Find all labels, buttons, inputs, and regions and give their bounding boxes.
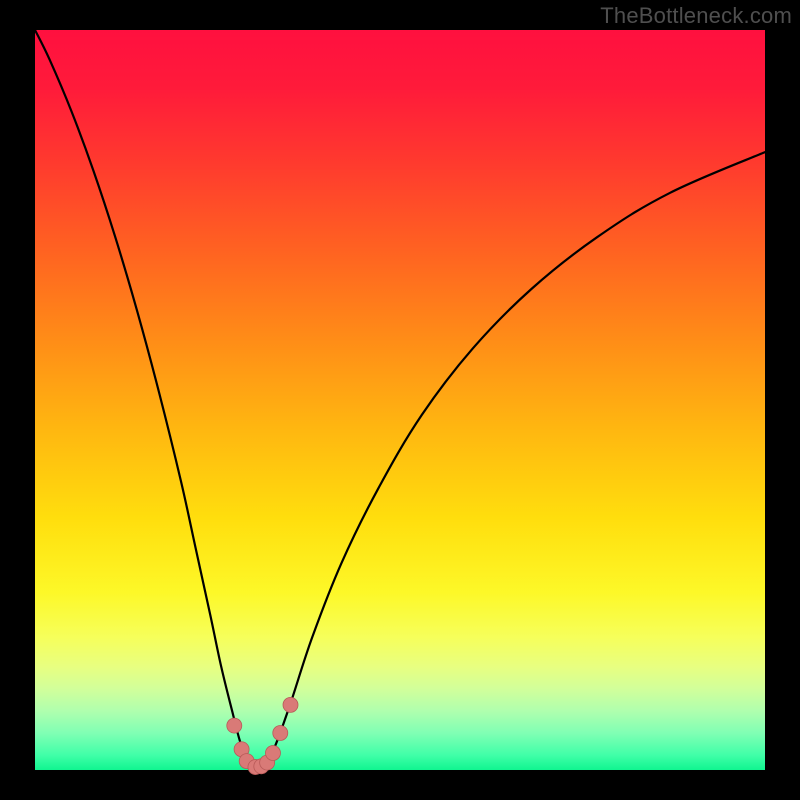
data-marker: [227, 718, 242, 733]
chart-svg: [0, 0, 800, 800]
watermark-text: TheBottleneck.com: [600, 3, 792, 29]
plot-gradient-background: [35, 30, 765, 770]
data-marker: [273, 726, 288, 741]
data-marker: [265, 745, 280, 760]
chart-container: TheBottleneck.com: [0, 0, 800, 800]
data-marker: [283, 697, 298, 712]
